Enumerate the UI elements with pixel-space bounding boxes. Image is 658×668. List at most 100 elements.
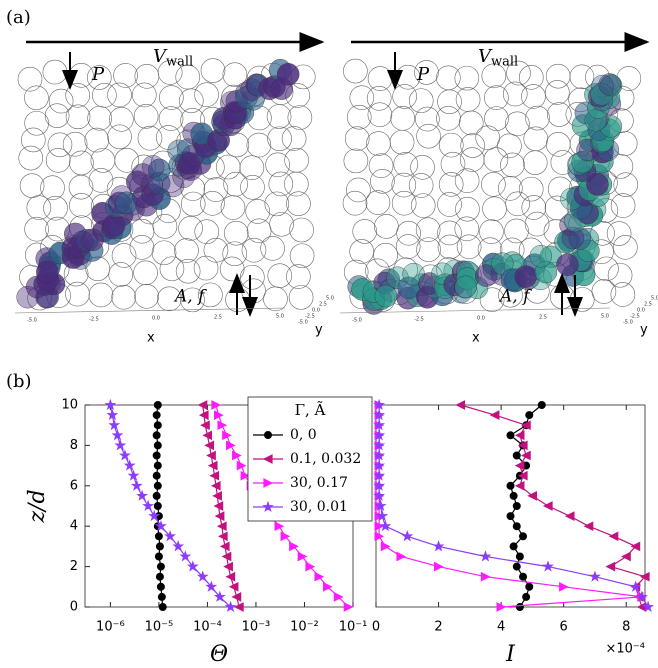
particle bbox=[610, 282, 636, 307]
particle bbox=[367, 102, 393, 128]
data-point bbox=[152, 471, 161, 480]
y-tick-label: -5.0 bbox=[623, 320, 633, 326]
particle bbox=[200, 58, 226, 83]
data-point bbox=[153, 461, 162, 470]
particle bbox=[545, 80, 570, 105]
particle bbox=[21, 127, 46, 153]
data-point bbox=[263, 478, 274, 488]
data-point bbox=[236, 460, 247, 471]
forcing-label: A, f bbox=[173, 287, 207, 307]
sheared-particle bbox=[454, 275, 477, 299]
particle bbox=[518, 176, 544, 202]
particle bbox=[42, 59, 68, 85]
particle bbox=[437, 220, 462, 246]
particle bbox=[180, 287, 205, 313]
particle bbox=[180, 191, 206, 217]
particle bbox=[40, 175, 65, 200]
particle bbox=[414, 60, 439, 85]
particle bbox=[344, 126, 370, 152]
particle bbox=[594, 256, 619, 282]
data-point bbox=[207, 460, 218, 471]
particle bbox=[178, 88, 204, 114]
chart: 10⁻⁶ 10⁻⁵ 10⁻⁴ 10⁻³ 10⁻² 10⁻¹ 0 2 4 6 8 10 Θz/d Γ, Ã 0… bbox=[25, 396, 373, 667]
particle bbox=[408, 88, 434, 113]
sheared-particle bbox=[556, 253, 579, 276]
particle bbox=[289, 217, 314, 243]
particle bbox=[395, 234, 421, 259]
data-point bbox=[373, 429, 386, 441]
particle bbox=[86, 65, 112, 90]
particle bbox=[456, 234, 482, 260]
x-axis-label: x bbox=[147, 331, 155, 346]
particle bbox=[349, 239, 374, 264]
series-line bbox=[109, 404, 231, 608]
particle bbox=[286, 264, 311, 289]
particle bbox=[391, 190, 417, 216]
particle bbox=[479, 219, 504, 245]
particle bbox=[416, 237, 441, 262]
data-point bbox=[179, 550, 192, 562]
sheared-particle bbox=[36, 260, 59, 284]
particle bbox=[479, 287, 505, 313]
y-tick-label: 5.0 bbox=[651, 296, 658, 302]
data-point bbox=[480, 571, 491, 582]
particle bbox=[389, 129, 415, 155]
data-point bbox=[231, 592, 242, 602]
particle bbox=[393, 152, 419, 177]
data-point bbox=[432, 540, 445, 552]
data-point bbox=[374, 499, 387, 512]
particle bbox=[545, 132, 571, 157]
x-tick-label: 10⁻¹ bbox=[339, 620, 368, 635]
y-tick-label: 2 bbox=[70, 559, 78, 574]
particle bbox=[437, 89, 462, 115]
particle bbox=[88, 282, 114, 308]
data-point bbox=[401, 530, 414, 542]
data-point bbox=[172, 540, 185, 552]
data-point bbox=[153, 421, 162, 430]
data-point bbox=[380, 541, 391, 552]
data-point bbox=[376, 509, 389, 522]
axis-line bbox=[339, 307, 611, 314]
data-point bbox=[152, 411, 161, 420]
particle bbox=[133, 104, 159, 129]
particle bbox=[505, 111, 530, 137]
particle bbox=[241, 237, 267, 263]
data-point bbox=[228, 581, 239, 592]
data-point bbox=[274, 521, 285, 532]
data-point bbox=[280, 531, 291, 542]
data-point bbox=[517, 470, 528, 481]
x-tick-label: 10⁻⁵ bbox=[145, 620, 174, 635]
particle bbox=[245, 199, 271, 224]
particle bbox=[392, 84, 417, 109]
data-point bbox=[512, 562, 521, 571]
particle bbox=[484, 106, 509, 131]
data-point bbox=[155, 542, 164, 551]
particle bbox=[88, 168, 114, 193]
x-axis-label: x bbox=[472, 331, 480, 346]
particle bbox=[436, 106, 461, 131]
particle bbox=[47, 132, 73, 158]
data-point bbox=[205, 580, 218, 592]
particle bbox=[524, 278, 550, 304]
particle bbox=[522, 150, 548, 175]
x-tick-label: 8 bbox=[622, 620, 630, 635]
data-point bbox=[496, 602, 507, 612]
data-point bbox=[323, 581, 333, 592]
particle bbox=[370, 168, 395, 194]
particle bbox=[222, 241, 248, 267]
particle bbox=[246, 218, 272, 244]
data-point bbox=[297, 551, 308, 562]
particle bbox=[591, 279, 617, 304]
data-point bbox=[216, 521, 227, 532]
data-point bbox=[186, 560, 199, 572]
data-point bbox=[509, 491, 518, 500]
data-point bbox=[374, 521, 385, 532]
particle bbox=[159, 256, 185, 282]
data-point bbox=[373, 489, 386, 501]
data-point bbox=[158, 603, 167, 612]
data-point bbox=[214, 410, 224, 420]
x-tick-label: 10⁻⁶ bbox=[96, 620, 125, 635]
data-point bbox=[217, 531, 228, 542]
data-point bbox=[152, 431, 161, 440]
